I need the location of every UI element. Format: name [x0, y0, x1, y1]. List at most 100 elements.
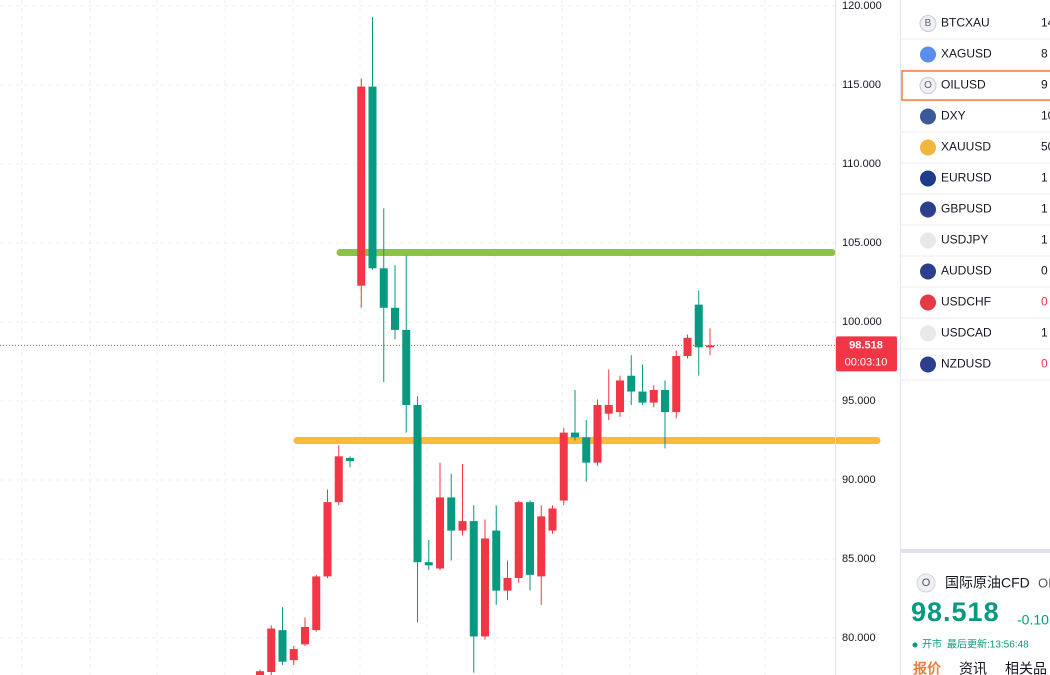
symbol-icon	[920, 263, 936, 280]
detail-icon	[916, 573, 936, 593]
symbol[interactable]: USDCAD	[941, 326, 992, 340]
y-tick-label: 120.000	[842, 0, 882, 12]
candle-body	[256, 671, 264, 675]
market-status: 开市	[922, 638, 942, 651]
price: 8	[1041, 47, 1048, 61]
candle-body	[402, 329, 411, 405]
symbol-icon	[920, 170, 936, 187]
watchlist: B BTCXAU 14 XAGUSD 8 O OILUSD 9 DXY 1 0 XAUUSD 50 EUR…	[901, 15, 1050, 381]
status-dot	[912, 642, 918, 648]
last-price-label: 98.518	[849, 339, 883, 351]
candle-body	[424, 562, 433, 566]
symbol[interactable]: OILUSD	[941, 78, 986, 92]
price: 0	[1041, 357, 1048, 371]
candle-body	[436, 497, 444, 569]
price: 14	[1041, 16, 1050, 30]
price: 50	[1041, 140, 1050, 154]
last-price-tag	[836, 336, 897, 372]
y-tick-label: 95.000	[842, 395, 876, 407]
candle-body	[289, 649, 298, 661]
candle-body	[458, 521, 467, 531]
symbol-icon-letter: O	[924, 80, 932, 91]
symbol-icon	[920, 356, 936, 373]
instrument-code: OI	[1038, 575, 1050, 590]
symbol[interactable]: EURUSD	[941, 171, 992, 185]
tab[interactable]: 资讯	[959, 661, 987, 675]
countdown: 00:03:10	[845, 356, 888, 368]
last-updated: 最后更新:13:56:48	[947, 638, 1029, 651]
symbol[interactable]: XAGUSD	[941, 47, 992, 61]
price: 1	[1041, 233, 1048, 247]
candle-body	[526, 502, 534, 575]
symbol[interactable]: USDCHF	[941, 295, 991, 309]
symbol-icon	[920, 46, 936, 63]
symbol[interactable]: GBPUSD	[941, 202, 992, 216]
candle-body	[604, 404, 613, 414]
candle-body	[492, 530, 501, 591]
candle-body	[413, 404, 422, 563]
candle-body	[334, 456, 343, 503]
symbol[interactable]: BTCXAU	[941, 16, 990, 30]
symbol[interactable]: DXY	[941, 109, 966, 123]
detail-change: -0.10	[1017, 612, 1049, 628]
candle-body	[582, 437, 591, 463]
y-tick-label: 85.000	[842, 553, 876, 565]
y-tick-label: 110.000	[842, 158, 881, 170]
candle-body	[278, 630, 287, 662]
detail-panel: O 国际原油CFD OI 98.518 -0.10 开市 最后更新:13:56:…	[911, 573, 1050, 675]
candle-body	[706, 345, 714, 348]
y-tick-label: 115.000	[842, 79, 881, 91]
symbol-icon	[920, 325, 936, 342]
candle-body	[571, 432, 579, 438]
candle-body	[537, 516, 546, 577]
symbol-icon-letter: B	[925, 18, 932, 29]
candle-body	[683, 337, 692, 356]
symbol-icon	[920, 139, 936, 156]
symbol-icon	[919, 15, 937, 32]
candle-body	[661, 389, 669, 413]
detail-icon-letter: O	[922, 577, 931, 589]
price: 1	[1041, 171, 1048, 185]
plot	[0, 5, 881, 675]
candle-body	[379, 268, 388, 308]
candle-body	[649, 389, 658, 403]
symbol-icon	[919, 77, 937, 94]
candle-body	[368, 86, 377, 269]
panel-divider	[900, 549, 1050, 553]
candle-body	[593, 404, 602, 463]
candle-body	[346, 457, 354, 462]
candle-body	[514, 502, 523, 578]
detail-price: 98.518	[911, 597, 1000, 627]
selected-row[interactable]	[901, 70, 1050, 101]
candle-body	[616, 380, 624, 413]
y-tick-label: 80.000	[842, 632, 876, 644]
candle-body	[627, 375, 636, 392]
candle-body	[481, 538, 489, 637]
candle-body	[267, 628, 276, 672]
candle-body	[694, 304, 703, 348]
symbol[interactable]: XAUUSD	[941, 140, 991, 154]
y-tick-label: 90.000	[842, 474, 876, 486]
symbol-icon	[920, 294, 936, 311]
candle-body	[672, 355, 681, 413]
symbol-icon	[920, 232, 936, 249]
tab[interactable]: 相关品	[1005, 661, 1047, 675]
candle-body	[301, 626, 309, 645]
candle-body	[447, 497, 456, 531]
candle-body	[503, 577, 512, 591]
price: 1	[1041, 202, 1048, 216]
price: 1	[1041, 326, 1048, 340]
symbol-icon	[920, 201, 936, 218]
instrument-name: 国际原油CFD	[945, 575, 1030, 591]
symbol[interactable]: AUDUSD	[941, 264, 992, 278]
symbol-icon	[920, 108, 936, 125]
candle-body	[391, 307, 399, 330]
price: 9	[1041, 78, 1048, 92]
symbol[interactable]: NZDUSD	[941, 357, 991, 371]
symbol[interactable]: USDJPY	[941, 233, 988, 247]
y-tick-label: 105.000	[842, 237, 882, 249]
y-tick-label: 100.000	[842, 316, 882, 328]
candle-body	[312, 576, 321, 631]
tab[interactable]: 报价	[913, 661, 942, 675]
